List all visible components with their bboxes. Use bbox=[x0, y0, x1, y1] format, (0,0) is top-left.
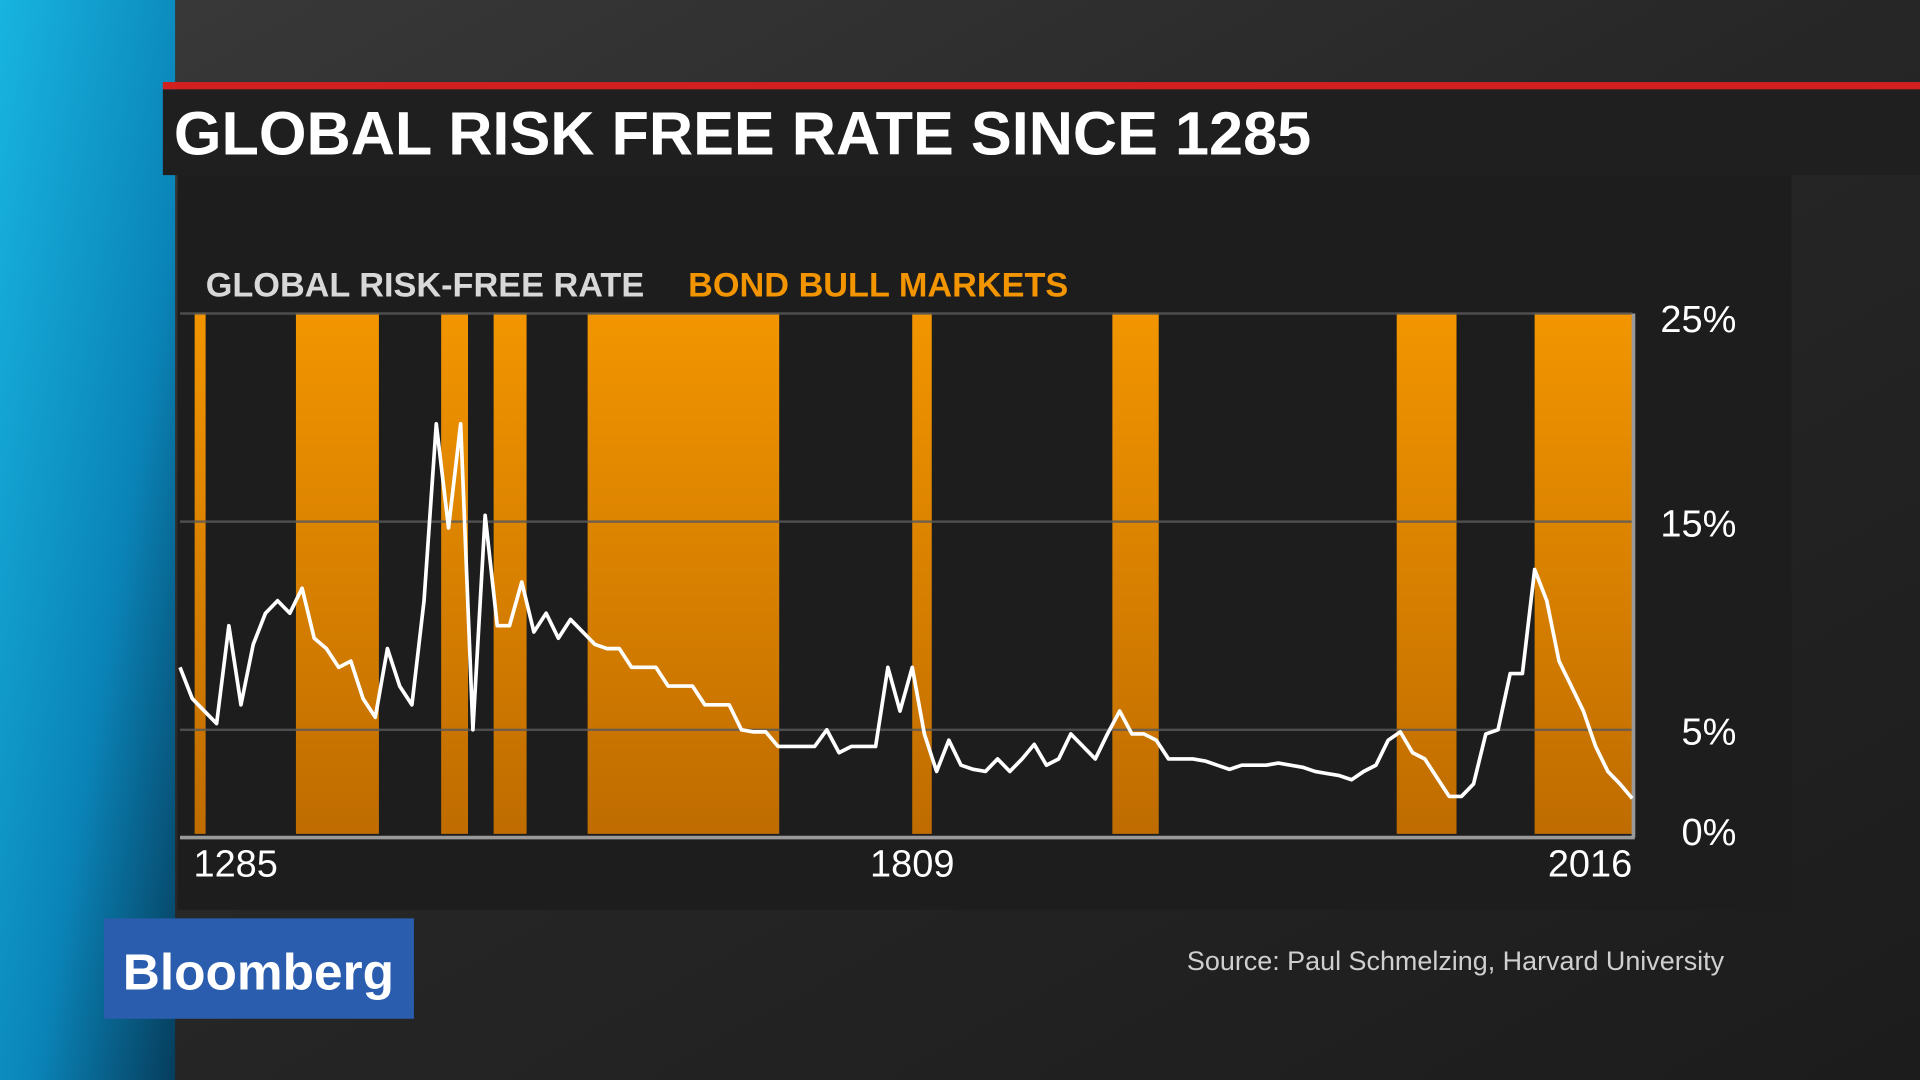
bull-market-band bbox=[441, 313, 469, 834]
bull-market-band bbox=[1396, 313, 1457, 834]
y-tick-label: 25% bbox=[1660, 299, 1736, 341]
y-tick-label: 0% bbox=[1681, 812, 1736, 854]
x-tick-label: 1809 bbox=[870, 844, 954, 886]
y-tick-label: 15% bbox=[1660, 503, 1736, 545]
side-panel bbox=[0, 0, 176, 1080]
chart-title: GLOBAL RISK FREE RATE SINCE 1285 bbox=[174, 99, 1311, 167]
red-rule bbox=[162, 82, 1920, 90]
logo: Bloomberg bbox=[123, 942, 394, 1000]
plot: 0% 5% 15% 25% 1285 1809 2016 bbox=[178, 299, 1736, 886]
source: Source: Paul Schmelzing, Harvard Univers… bbox=[1187, 946, 1725, 976]
title-bar bbox=[162, 89, 1920, 176]
x-tick-label: 2016 bbox=[1548, 844, 1632, 886]
legend-bands: BOND BULL MARKETS bbox=[688, 266, 1068, 304]
x-tick-label: 1285 bbox=[193, 844, 277, 886]
bull-market-band bbox=[194, 313, 206, 834]
rate-line bbox=[178, 421, 1634, 800]
bull-market-band bbox=[295, 313, 379, 834]
bull-market-band bbox=[493, 313, 527, 834]
y-tick-label: 5% bbox=[1681, 711, 1736, 753]
bull-market-band bbox=[1112, 313, 1159, 834]
logo-box bbox=[104, 918, 414, 1019]
bull-market-band bbox=[912, 313, 932, 834]
bull-market-band bbox=[587, 313, 780, 834]
legend-line: GLOBAL RISK-FREE RATE bbox=[206, 266, 644, 304]
bull-market-band bbox=[1534, 313, 1633, 834]
